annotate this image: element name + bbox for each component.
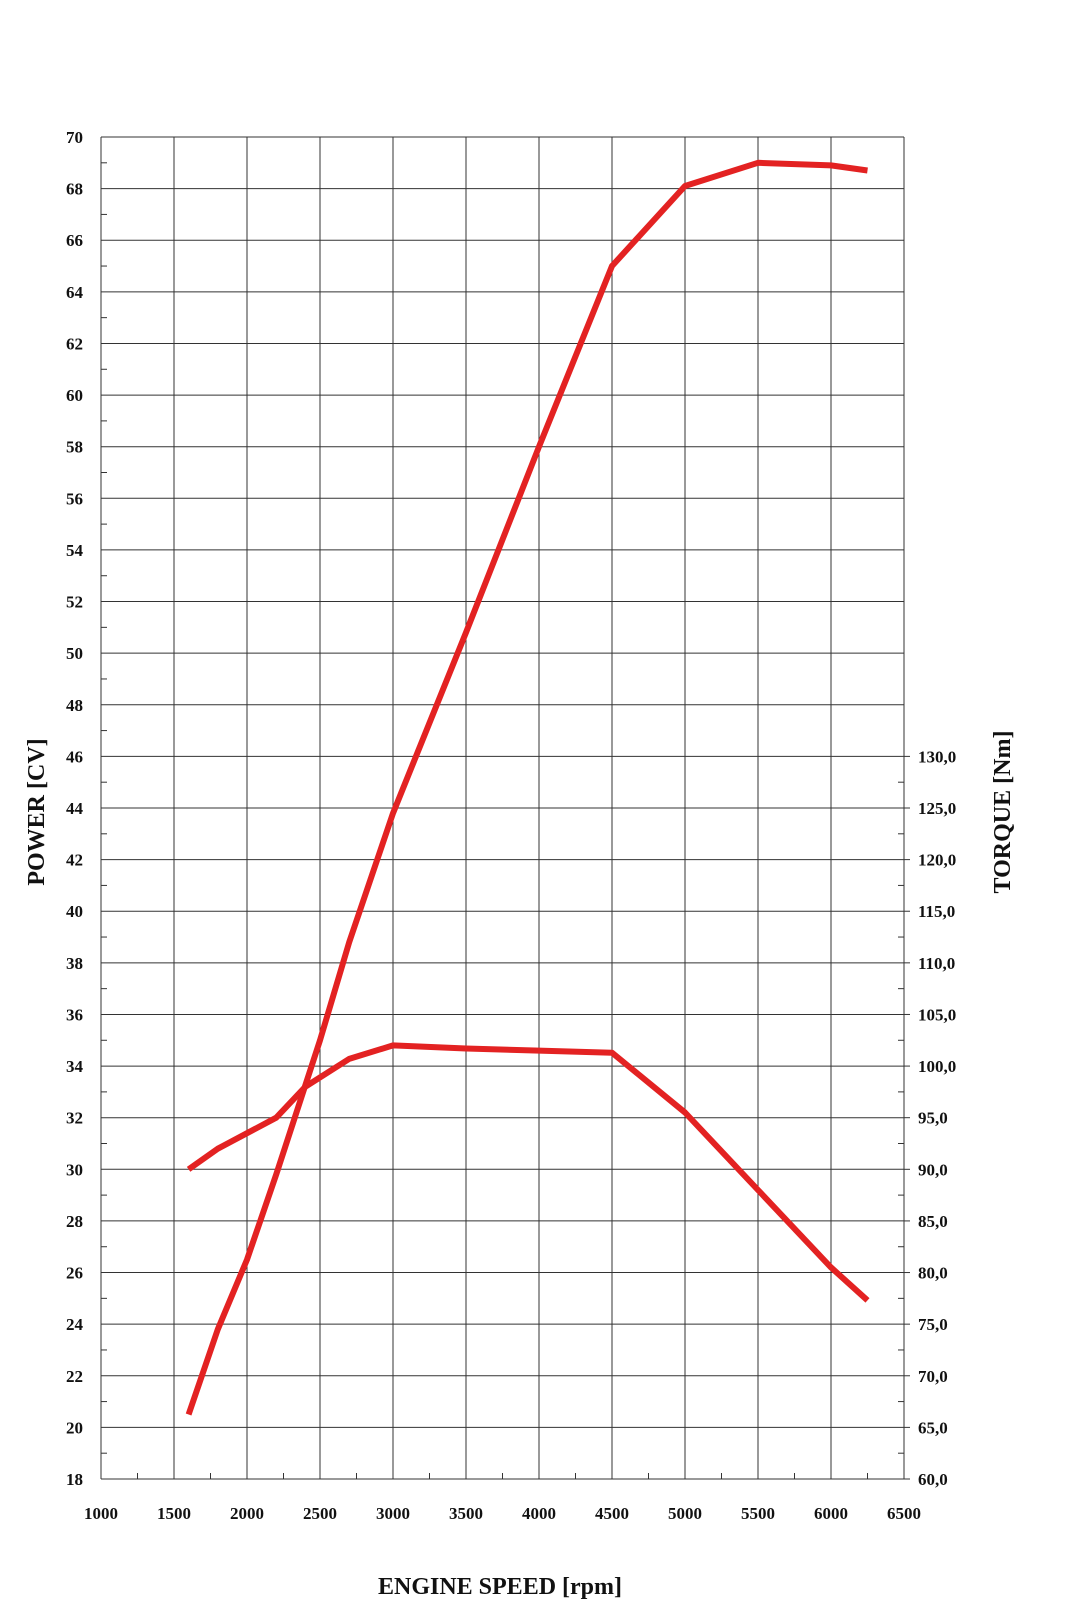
left-y-tick-label: 28 xyxy=(66,1212,83,1231)
right-y-tick-label: 110,0 xyxy=(918,954,955,973)
left-y-tick-label: 30 xyxy=(66,1160,83,1179)
x-tick-label: 3500 xyxy=(449,1504,483,1523)
left-y-tick-label: 18 xyxy=(66,1470,83,1489)
left-y-tick-label: 20 xyxy=(66,1418,83,1437)
left-y-tick-label: 38 xyxy=(66,954,83,973)
right-y-tick-label: 125,0 xyxy=(918,799,956,818)
power-curve xyxy=(185,159,868,1416)
left-y-tick-label: 32 xyxy=(66,1109,83,1128)
right-y-tick-label: 100,0 xyxy=(918,1057,956,1076)
left-y-axis-title: POWER [CV] xyxy=(24,738,50,885)
right-y-tick-label: 65,0 xyxy=(918,1418,948,1437)
left-y-tick-label: 44 xyxy=(66,799,84,818)
right-y-tick-label: 60,0 xyxy=(918,1470,948,1489)
right-y-tick-label: 75,0 xyxy=(918,1315,948,1334)
right-y-tick-label: 70,0 xyxy=(918,1367,948,1386)
left-y-tick-label: 26 xyxy=(66,1264,83,1283)
x-tick-label: 3000 xyxy=(376,1504,410,1523)
right-y-tick-label: 90,0 xyxy=(918,1160,948,1179)
right-y-axis-title: TORQUE [Nm] xyxy=(990,731,1016,894)
left-y-tick-label: 64 xyxy=(66,283,84,302)
x-tick-label: 5500 xyxy=(741,1504,775,1523)
left-y-tick-label: 34 xyxy=(66,1057,84,1076)
torque-curve xyxy=(186,1042,870,1303)
left-y-tick-label: 66 xyxy=(66,231,83,250)
right-y-tick-labels: 60,0 65,0 70,0 75,0 80,0 85,0 90,0 95,0 100,0 105… xyxy=(904,747,956,1489)
x-tick-label: 4500 xyxy=(595,1504,629,1523)
right-y-tick-label: 80,0 xyxy=(918,1264,948,1283)
left-y-tick-labels: 18 20 22 24 26 28 30 32 34 36 38 40 42 44 46 48 50 52 54 56… xyxy=(66,128,84,1489)
left-y-tick-label: 50 xyxy=(66,644,83,663)
x-tick-label: 2000 xyxy=(230,1504,264,1523)
x-tick-label: 4000 xyxy=(522,1504,556,1523)
x-tick-label: 1500 xyxy=(157,1504,191,1523)
left-y-tick-label: 60 xyxy=(66,386,83,405)
right-y-tick-label: 115,0 xyxy=(918,902,955,921)
right-y-tick-label: 105,0 xyxy=(918,1005,956,1024)
left-y-tick-label: 46 xyxy=(66,747,83,766)
x-tick-label: 2500 xyxy=(303,1504,337,1523)
x-tick-labels: 1000 1500 2000 2500 3000 3500 4000 4500 5000 5500… xyxy=(84,1504,921,1523)
left-y-tick-label: 68 xyxy=(66,180,83,199)
left-y-tick-label: 48 xyxy=(66,696,83,715)
right-y-tick-label: 85,0 xyxy=(918,1212,948,1231)
series xyxy=(185,159,870,1416)
right-y-tick-label: 120,0 xyxy=(918,851,956,870)
left-y-tick-label: 42 xyxy=(66,851,83,870)
x-tick-label: 6500 xyxy=(887,1504,921,1523)
x-tick-label: 5000 xyxy=(668,1504,702,1523)
x-tick-label: 6000 xyxy=(814,1504,848,1523)
left-y-tick-label: 22 xyxy=(66,1367,83,1386)
right-y-tick-label: 130,0 xyxy=(918,747,956,766)
left-y-tick-label: 62 xyxy=(66,334,83,353)
x-tick-label: 1000 xyxy=(84,1504,118,1523)
left-y-tick-label: 56 xyxy=(66,489,83,508)
minor-ticks xyxy=(101,162,904,1479)
left-y-tick-label: 70 xyxy=(66,128,83,147)
left-y-tick-label: 58 xyxy=(66,438,83,457)
left-y-tick-label: 36 xyxy=(66,1005,83,1024)
grid xyxy=(100,136,905,1480)
x-axis-title: ENGINE SPEED [rpm] xyxy=(378,1574,622,1600)
right-y-tick-label: 95,0 xyxy=(918,1109,948,1128)
left-y-tick-label: 24 xyxy=(66,1315,84,1334)
left-y-tick-label: 52 xyxy=(66,593,83,612)
left-y-tick-label: 40 xyxy=(66,902,83,921)
left-y-tick-label: 54 xyxy=(66,541,84,560)
